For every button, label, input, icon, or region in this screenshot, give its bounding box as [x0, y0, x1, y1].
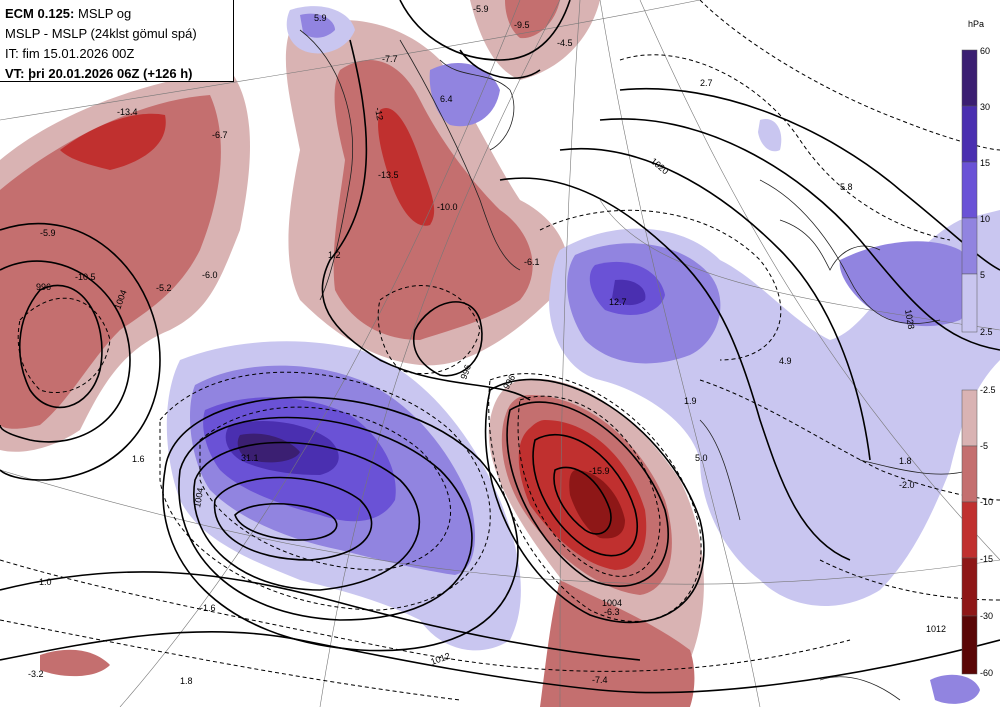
colorbar-unit: hPa: [968, 19, 984, 29]
colorbar-tick: 5: [980, 270, 985, 280]
difference-label: 1.6: [132, 454, 145, 464]
difference-label: -4.5: [557, 38, 573, 48]
colorbar-swatch: [961, 557, 978, 617]
difference-label: 5.9: [314, 13, 327, 23]
isobar-label: 996: [458, 363, 473, 381]
colorbar-swatch: [961, 49, 978, 107]
colorbar-tick: 60: [980, 46, 990, 56]
difference-label: -7.4: [592, 675, 608, 685]
difference-label: 4.9: [779, 356, 792, 366]
difference-label: -6.0: [202, 270, 218, 280]
difference-label: -12: [373, 107, 385, 122]
colorbar-swatch: [961, 389, 978, 447]
colorbar-tick: -5: [980, 441, 988, 451]
difference-label: -15.9: [589, 466, 610, 476]
colorbar-swatch: [961, 445, 978, 503]
difference-label: 1.8: [180, 676, 193, 686]
colorbar-swatch: [961, 501, 978, 559]
colorbar-tick: 10: [980, 214, 990, 224]
difference-label: 12.7: [609, 297, 627, 307]
difference-label: -9.5: [514, 20, 530, 30]
colorbar-tick: -2.5: [980, 385, 996, 395]
header-line-1: ECM 0.125: MSLP og: [5, 4, 228, 24]
map-header: ECM 0.125: MSLP og MSLP - MSLP (24klst g…: [0, 0, 234, 82]
difference-label: -13.5: [378, 170, 399, 180]
difference-labels: -13.4 -6.7 -5.9 -10.5 -5.2 -6.0 5.9 -7.7…: [28, 4, 915, 686]
isobar-label: 1004: [192, 487, 205, 508]
difference-label: -10.5: [75, 272, 96, 282]
difference-label: -7.7: [382, 54, 398, 64]
colorbar-tick: -10: [980, 497, 993, 507]
isobar-label: 1004: [602, 598, 622, 608]
difference-label: 31.1: [241, 453, 259, 463]
product-name: MSLP og: [74, 6, 132, 21]
colorbar-negative: -2.5 -5 -10 -15 -30 -60: [961, 385, 996, 678]
isobar-label: 1020: [649, 156, 671, 177]
difference-label: -6.1: [524, 257, 540, 267]
colorbar-positive: hPa 60 30 15 10 5 2.5: [961, 19, 993, 337]
difference-label: 1.2: [328, 250, 341, 260]
difference-label: -6.7: [212, 130, 228, 140]
difference-label: 1.9: [684, 396, 697, 406]
colorbar-swatch: [961, 273, 978, 333]
difference-label: -10.0: [437, 202, 458, 212]
header-line-4: VT: þri 20.01.2026 06Z (+126 h): [5, 66, 193, 81]
isobar-label: 996: [36, 282, 51, 292]
header-line-2: MSLP - MSLP (24klst gömul spá): [5, 26, 197, 41]
colorbar-tick: -60: [980, 668, 993, 678]
colorbar-swatch: [961, 615, 978, 675]
difference-label: -13.4: [117, 107, 138, 117]
difference-label: -1.6: [200, 603, 216, 613]
difference-label: 5.8: [840, 182, 853, 192]
difference-label: -1.0: [36, 577, 52, 587]
model-name: ECM 0.125:: [5, 6, 75, 21]
difference-label: 1.8: [899, 456, 912, 466]
colorbar-swatch: [961, 217, 978, 275]
difference-label: 6.4: [440, 94, 453, 104]
colorbar-swatch: [961, 105, 978, 163]
difference-label: -3.2: [28, 669, 44, 679]
coastlines: [299, 29, 971, 701]
isobar-label: 1012: [926, 624, 946, 634]
colorbar-tick: -15: [980, 554, 993, 564]
isobar-label: 1012: [429, 651, 451, 667]
colorbar-tick: 15: [980, 158, 990, 168]
header-line-3: IT: fim 15.01.2026 00Z: [5, 46, 135, 61]
isobar-label: 1028: [903, 309, 916, 330]
colorbar-swatch: [961, 161, 978, 219]
difference-label: -6.3: [604, 607, 620, 617]
difference-label: -5.9: [473, 4, 489, 14]
colorbar-tick: 2.5: [980, 327, 993, 337]
colorbar-tick: -30: [980, 611, 993, 621]
difference-label: 5.0: [695, 453, 708, 463]
difference-label: 2.7: [700, 78, 713, 88]
colorbar-tick: 30: [980, 102, 990, 112]
difference-label: -5.2: [156, 283, 172, 293]
difference-label: -5.9: [40, 228, 56, 238]
difference-label: -2.0: [899, 480, 915, 490]
